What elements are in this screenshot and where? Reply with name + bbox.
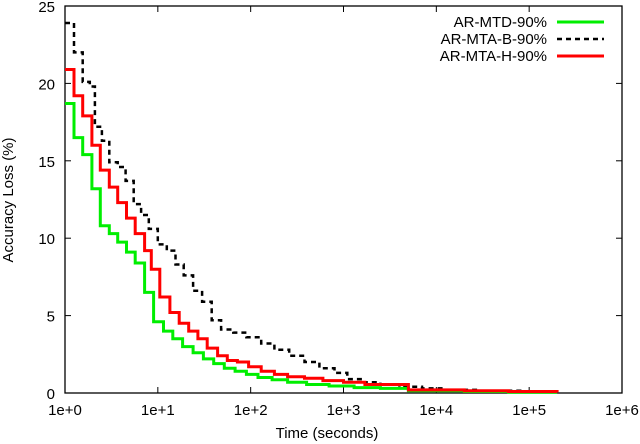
- x-axis: 1e+0 1e+1 1e+2 1e+3 1e+4 1e+5 1e+6: [48, 6, 639, 419]
- legend-label: AR-MTA-H-90%: [440, 48, 547, 65]
- x-tick-label: 1e+5: [512, 402, 546, 419]
- y-tick-label: 0: [47, 386, 55, 403]
- plot-area: [64, 5, 623, 394]
- legend-label: AR-MTD-90%: [454, 14, 547, 31]
- plot-border: [64, 5, 623, 394]
- y-tick-label: 15: [38, 154, 55, 171]
- x-tick-label: 1e+1: [141, 402, 175, 419]
- series-layer: [65, 21, 559, 394]
- series-ar-mta-h-90-: [65, 68, 559, 393]
- legend-label: AR-MTA-B-90%: [441, 31, 547, 48]
- y-tick-label: 20: [38, 76, 55, 93]
- legend: AR-MTD-90%AR-MTA-B-90%AR-MTA-H-90%: [440, 14, 604, 65]
- y-tick-label: 5: [47, 309, 55, 326]
- x-tick-label: 1e+4: [419, 402, 453, 419]
- series-ar-mtd-90-: [65, 102, 558, 394]
- y-tick-label: 25: [38, 0, 55, 16]
- x-axis-label: Time (seconds): [276, 425, 379, 442]
- x-tick-label: 1e+3: [327, 402, 361, 419]
- x-tick-label: 1e+6: [605, 402, 639, 419]
- x-tick-label: 1e+2: [234, 402, 268, 419]
- y-axis-label: Accuracy Loss (%): [0, 137, 17, 262]
- y-tick-label: 10: [38, 231, 55, 248]
- y-axis: 0 5 10 15 20 25: [38, 0, 622, 403]
- x-tick-label: 1e+0: [48, 402, 82, 419]
